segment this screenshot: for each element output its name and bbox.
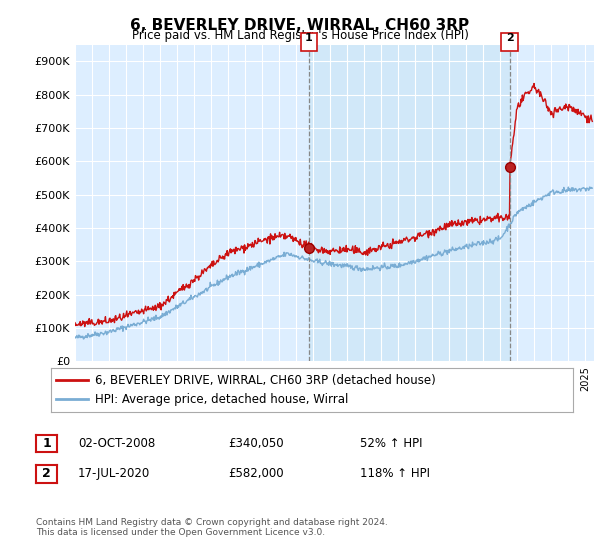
- Text: Contains HM Land Registry data © Crown copyright and database right 2024.
This d: Contains HM Land Registry data © Crown c…: [36, 518, 388, 538]
- Text: 52% ↑ HPI: 52% ↑ HPI: [360, 437, 422, 450]
- Text: £582,000: £582,000: [228, 467, 284, 480]
- Text: 2: 2: [506, 32, 514, 43]
- Text: £340,050: £340,050: [228, 437, 284, 450]
- Text: 17-JUL-2020: 17-JUL-2020: [78, 467, 150, 480]
- Text: 118% ↑ HPI: 118% ↑ HPI: [360, 467, 430, 480]
- Text: 1: 1: [42, 437, 51, 450]
- Text: 1: 1: [305, 32, 313, 43]
- Text: HPI: Average price, detached house, Wirral: HPI: Average price, detached house, Wirr…: [95, 393, 349, 406]
- Text: 02-OCT-2008: 02-OCT-2008: [78, 437, 155, 450]
- Text: 6, BEVERLEY DRIVE, WIRRAL, CH60 3RP (detached house): 6, BEVERLEY DRIVE, WIRRAL, CH60 3RP (det…: [95, 374, 436, 386]
- Text: Price paid vs. HM Land Registry's House Price Index (HPI): Price paid vs. HM Land Registry's House …: [131, 29, 469, 42]
- Text: 6, BEVERLEY DRIVE, WIRRAL, CH60 3RP: 6, BEVERLEY DRIVE, WIRRAL, CH60 3RP: [130, 18, 470, 33]
- Bar: [309, 45, 509, 361]
- Text: 2: 2: [42, 467, 51, 480]
